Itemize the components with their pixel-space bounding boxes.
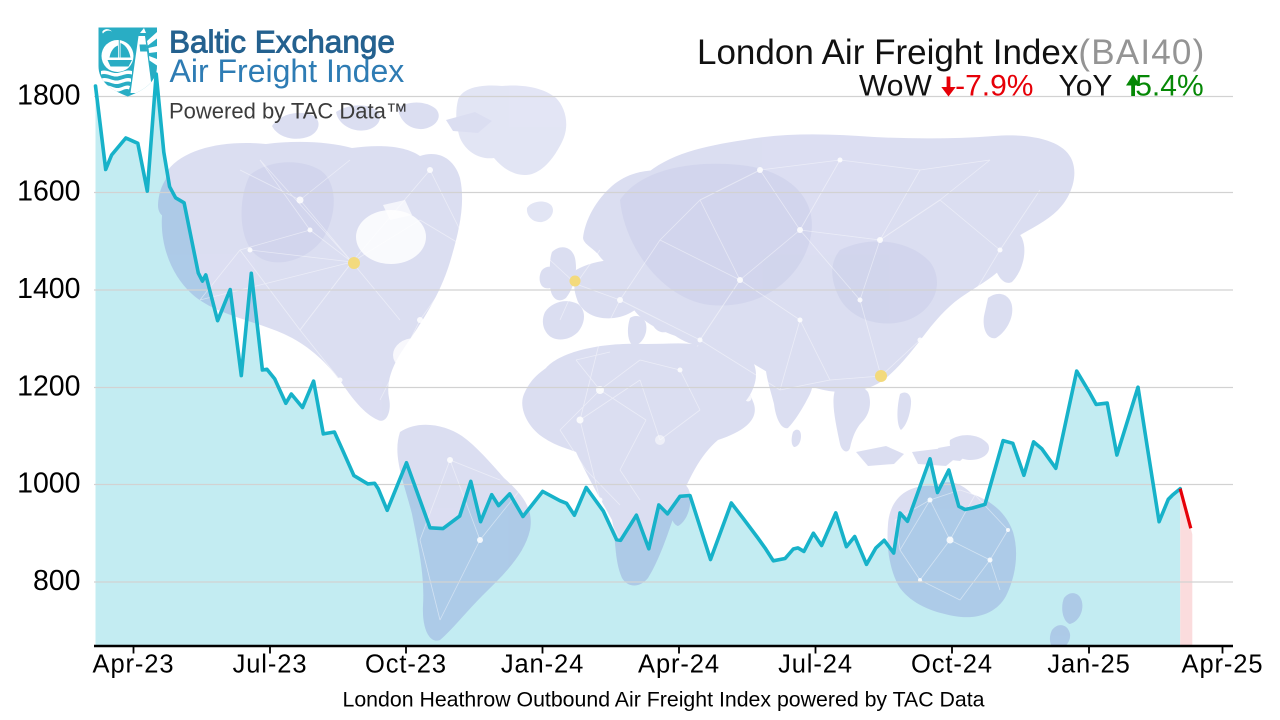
svg-text:London Air Freight Index(BAI40: London Air Freight Index(BAI40) [697,33,1205,72]
svg-text:Powered by TAC Data™: Powered by TAC Data™ [169,99,408,124]
svg-text:1000: 1000 [17,468,80,500]
svg-text:Air Freight Index: Air Freight Index [170,53,405,89]
svg-text:1600: 1600 [17,176,80,208]
svg-text:Apr-25: Apr-25 [1182,651,1264,679]
svg-text:Jul-23: Jul-23 [233,651,308,679]
svg-text:1400: 1400 [17,273,80,305]
svg-text:Jan-25: Jan-25 [1047,651,1130,679]
svg-text:Jul-24: Jul-24 [778,651,853,679]
svg-text:1200: 1200 [17,371,80,403]
svg-text:Jan-24: Jan-24 [501,651,584,679]
svg-text:London Heathrow Outbound Air F: London Heathrow Outbound Air Freight Ind… [342,688,984,712]
svg-text:Apr-24: Apr-24 [638,651,720,679]
svg-text:1800: 1800 [17,80,80,112]
svg-text:Apr-23: Apr-23 [93,651,175,679]
svg-text:Oct-24: Oct-24 [911,651,993,679]
svg-text:WoW ↓-7.9% YoY ↑5.4%: WoW ↓-7.9% YoY ↑5.4% [859,70,1204,103]
svg-text:800: 800 [33,565,81,597]
svg-text:Baltic Exchange: Baltic Exchange [169,24,395,60]
svg-text:Oct-23: Oct-23 [365,651,447,679]
